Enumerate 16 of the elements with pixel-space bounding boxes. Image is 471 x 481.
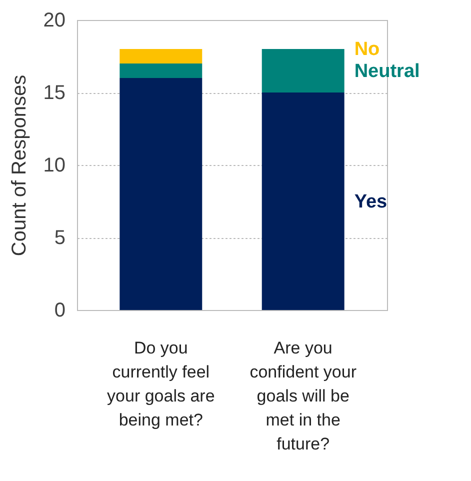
bar xyxy=(120,78,202,310)
y-tick-label: 15 xyxy=(43,82,66,104)
bar xyxy=(262,92,344,310)
series-label: Neutral xyxy=(354,60,420,82)
y-tick-label: 20 xyxy=(43,10,66,32)
bar xyxy=(262,49,344,92)
x-tick-label: Do you currently feel your goals are being met? xyxy=(107,338,215,430)
bar xyxy=(120,49,202,64)
x-tick-label: Are you confident your goals will be met in the future? xyxy=(250,338,357,454)
series-label: Yes xyxy=(354,191,388,212)
y-tick-label: 5 xyxy=(54,227,66,249)
y-tick-label: 0 xyxy=(54,300,66,322)
bar xyxy=(120,64,202,78)
y-tick-label: 10 xyxy=(43,154,66,176)
y-axis-title: Count of Responses xyxy=(8,74,30,256)
text: No xyxy=(354,39,380,60)
